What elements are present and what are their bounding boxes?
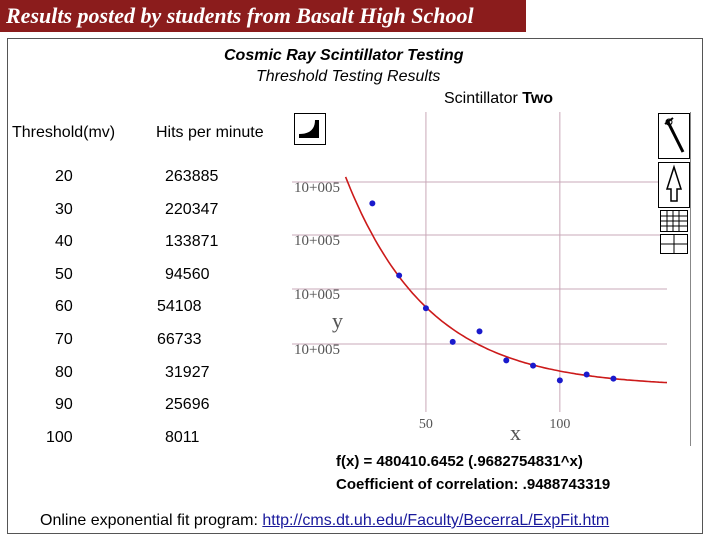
- threshold-cell: 40: [55, 233, 73, 251]
- chart-panel: 10+005 10+005 10+005 10+005 50 100 x y: [292, 112, 691, 446]
- scintillator-label: Scintillator Two: [444, 90, 553, 108]
- data-point: [530, 362, 537, 369]
- x-tick-label: 50: [419, 417, 433, 432]
- threshold-cell: 80: [55, 363, 73, 381]
- hits-cell: 54108: [157, 298, 202, 316]
- exp-fit-link[interactable]: http://cms.dt.uh.edu/Faculty/BecerraL/Ex…: [262, 512, 610, 529]
- hits-cell: 220347: [165, 200, 219, 218]
- threshold-cell: 20: [55, 168, 73, 185]
- data-point: [556, 377, 563, 384]
- data-point: [610, 375, 617, 382]
- y-tick-label: 10+005: [294, 342, 340, 358]
- threshold-cell: 30: [55, 200, 73, 218]
- y-tick-label: 10+005: [294, 180, 340, 196]
- data-point: [503, 357, 510, 364]
- column-header-hits: Hits per minute: [156, 124, 264, 141]
- threshold-cell: 50: [55, 265, 73, 283]
- banner-title: Results posted by students from Basalt H…: [6, 3, 474, 28]
- fit-formula: f(x) = 480410.6452 (.9682754831^x): [336, 453, 583, 470]
- data-point: [422, 305, 429, 312]
- resize-corner-icon[interactable]: [294, 113, 326, 145]
- threshold-cell: 60: [55, 298, 73, 316]
- threshold-cell: 70: [55, 331, 73, 348]
- content-frame: [7, 38, 703, 534]
- x-tick-label: 100: [549, 417, 570, 432]
- footer-note: Online exponential fit program: http://c…: [40, 512, 609, 530]
- scintillator-prefix: Scintillator: [444, 90, 523, 107]
- data-point: [369, 200, 376, 207]
- y-axis-label: y: [332, 308, 343, 333]
- data-point: [476, 328, 483, 335]
- threshold-cell: 90: [55, 396, 73, 414]
- fit-curve: [344, 176, 668, 384]
- hits-cell: 66733: [157, 331, 202, 348]
- data-point: [583, 371, 590, 378]
- pencil-tool-icon[interactable]: [658, 113, 690, 159]
- chart-subtitle: Threshold Testing Results: [256, 68, 441, 85]
- data-point: [449, 338, 456, 345]
- correlation-coefficient: Coefficient of correlation: .9488743319: [336, 476, 611, 493]
- footer-prefix: Online exponential fit program:: [40, 512, 263, 529]
- column-header-threshold: Threshold(mv): [12, 124, 116, 141]
- chart-title: Cosmic Ray Scintillator Testing: [224, 47, 464, 64]
- hits-cell: 133871: [165, 233, 219, 251]
- coarse-grid-icon[interactable]: [660, 234, 688, 254]
- hits-cell: 94560: [165, 265, 210, 283]
- data-point: [396, 272, 403, 279]
- title-banner: Results posted by students from Basalt H…: [0, 0, 526, 32]
- pointer-tool-icon[interactable]: [658, 162, 690, 208]
- scintillator-name: Two: [522, 90, 554, 107]
- hits-cell: 31927: [165, 363, 210, 381]
- scatter-plot[interactable]: 10+005 10+005 10+005 10+005 50 100 x y: [292, 112, 690, 446]
- hits-cell: 25696: [165, 396, 210, 414]
- hits-cell: 263885: [165, 168, 219, 185]
- y-tick-label: 10+005: [294, 233, 340, 249]
- y-tick-label: 10+005: [294, 287, 340, 303]
- hits-cell: 8011: [165, 428, 200, 446]
- x-axis-label: x: [510, 420, 521, 445]
- threshold-cell: 100: [46, 428, 73, 446]
- fine-grid-icon[interactable]: [660, 210, 688, 232]
